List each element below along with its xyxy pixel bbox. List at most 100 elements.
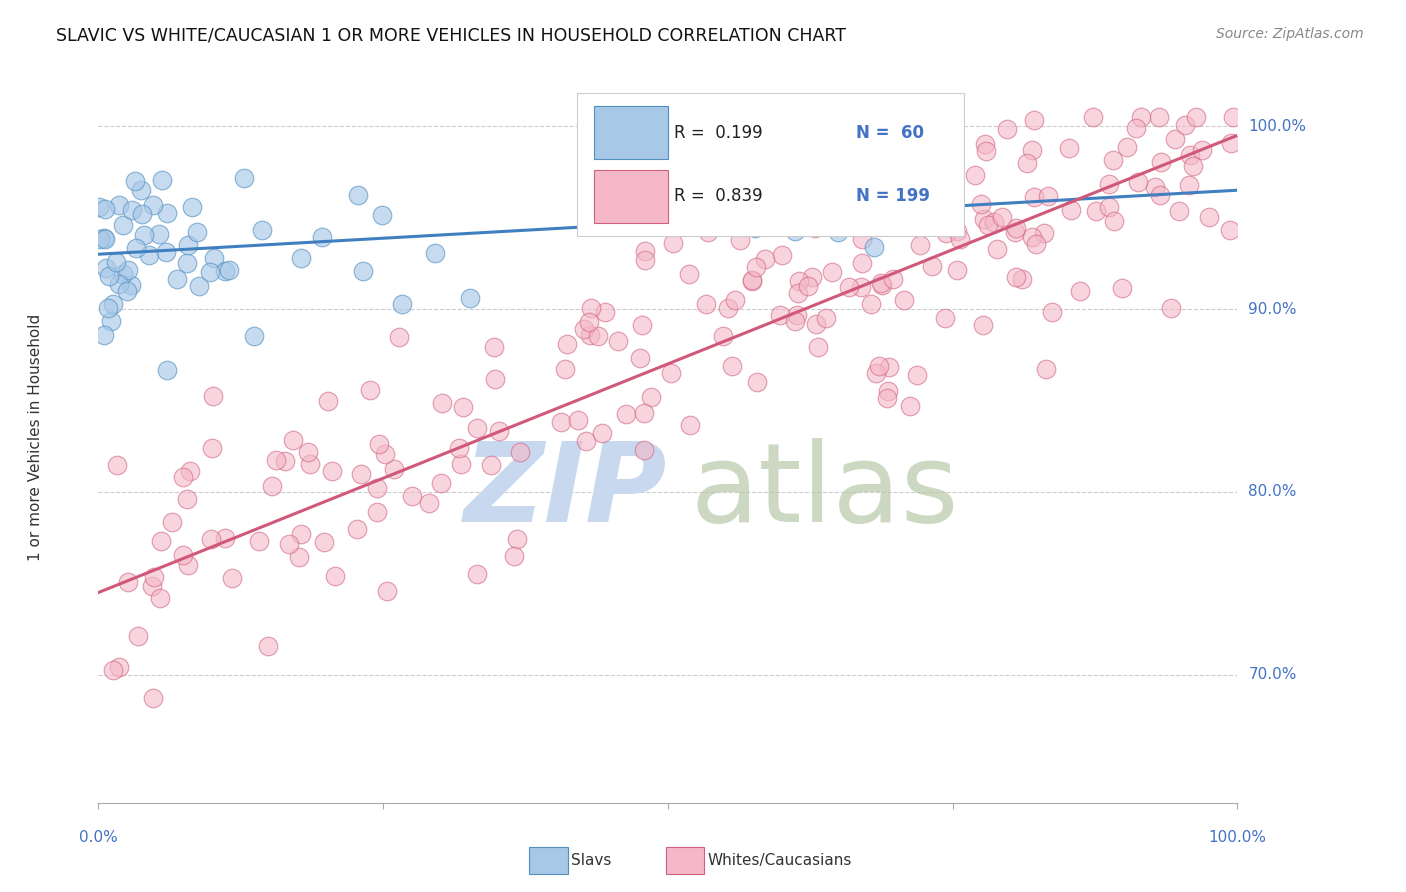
Text: ZIP: ZIP bbox=[464, 439, 668, 545]
Point bbox=[311, 230, 333, 244]
Point bbox=[160, 515, 183, 529]
Point bbox=[323, 568, 346, 582]
Point bbox=[595, 305, 617, 319]
Point bbox=[614, 407, 637, 421]
Point bbox=[1219, 223, 1241, 237]
Point bbox=[93, 232, 115, 246]
Point bbox=[450, 457, 472, 471]
Point bbox=[977, 218, 1000, 232]
Point bbox=[661, 366, 683, 380]
Point bbox=[1021, 143, 1043, 157]
Point bbox=[166, 272, 188, 286]
Point bbox=[1022, 190, 1045, 204]
Point bbox=[697, 225, 720, 239]
Point bbox=[1022, 112, 1045, 127]
Point bbox=[747, 375, 769, 389]
Point bbox=[797, 279, 820, 293]
Point bbox=[717, 301, 740, 315]
Point bbox=[728, 234, 751, 248]
Point bbox=[401, 489, 423, 503]
Point bbox=[188, 278, 211, 293]
Point bbox=[827, 225, 849, 239]
Point bbox=[1191, 143, 1213, 157]
Point bbox=[121, 202, 143, 217]
Point bbox=[876, 391, 898, 405]
Point bbox=[702, 194, 724, 208]
Point bbox=[973, 137, 995, 152]
Point bbox=[991, 210, 1014, 224]
Point bbox=[1004, 225, 1026, 239]
Point bbox=[851, 232, 873, 246]
Point bbox=[827, 188, 849, 202]
Point bbox=[155, 245, 177, 260]
Point bbox=[346, 522, 368, 536]
Point bbox=[1143, 179, 1166, 194]
Text: N = 199: N = 199 bbox=[856, 187, 929, 205]
Point bbox=[946, 262, 969, 277]
Point bbox=[890, 189, 912, 203]
Point bbox=[1198, 210, 1220, 224]
Point bbox=[695, 296, 717, 310]
Point bbox=[108, 660, 131, 674]
Point bbox=[1177, 178, 1199, 193]
Point bbox=[243, 329, 266, 343]
Point bbox=[1181, 159, 1204, 173]
Point bbox=[875, 207, 897, 221]
Point bbox=[142, 198, 165, 212]
Point bbox=[129, 183, 152, 197]
Point bbox=[838, 280, 860, 294]
Point bbox=[724, 293, 747, 308]
Text: 90.0%: 90.0% bbox=[1249, 301, 1296, 317]
Point bbox=[460, 291, 482, 305]
Point bbox=[804, 221, 827, 235]
Point bbox=[347, 188, 370, 202]
Point bbox=[1147, 110, 1170, 124]
Point bbox=[359, 384, 381, 398]
Point bbox=[124, 173, 146, 187]
Point bbox=[905, 368, 928, 382]
Point bbox=[1185, 110, 1208, 124]
Point bbox=[1036, 189, 1059, 203]
Point bbox=[631, 318, 654, 332]
Point bbox=[882, 272, 904, 286]
Point bbox=[127, 629, 149, 643]
Point bbox=[108, 198, 131, 212]
Point bbox=[749, 196, 772, 211]
Point bbox=[509, 445, 531, 459]
Point bbox=[172, 548, 194, 562]
Point bbox=[983, 215, 1005, 229]
Point bbox=[891, 207, 914, 221]
Point bbox=[800, 269, 823, 284]
Point bbox=[986, 242, 1008, 256]
Point bbox=[1104, 213, 1126, 227]
Point bbox=[754, 252, 776, 266]
Point bbox=[870, 276, 893, 290]
Point bbox=[579, 328, 602, 343]
Point bbox=[1025, 236, 1047, 251]
Point bbox=[1017, 156, 1039, 170]
Point bbox=[865, 366, 887, 380]
Point bbox=[949, 232, 972, 246]
Text: 100.0%: 100.0% bbox=[1249, 119, 1306, 134]
Point bbox=[1180, 148, 1202, 162]
Point bbox=[741, 274, 763, 288]
Point bbox=[1164, 132, 1187, 146]
Point bbox=[1032, 226, 1054, 240]
Point bbox=[965, 168, 987, 182]
Point bbox=[94, 260, 117, 275]
Point bbox=[352, 264, 374, 278]
Point bbox=[100, 314, 122, 328]
Point bbox=[770, 248, 793, 262]
Point bbox=[877, 384, 900, 399]
Point bbox=[1060, 202, 1083, 217]
Point bbox=[97, 301, 120, 316]
Point bbox=[142, 691, 165, 706]
Point bbox=[179, 464, 201, 478]
Point bbox=[1057, 141, 1080, 155]
Point bbox=[264, 453, 287, 467]
Point bbox=[575, 434, 598, 449]
Point bbox=[200, 532, 222, 546]
Point bbox=[720, 359, 742, 373]
Point bbox=[316, 394, 339, 409]
Point bbox=[976, 144, 998, 158]
